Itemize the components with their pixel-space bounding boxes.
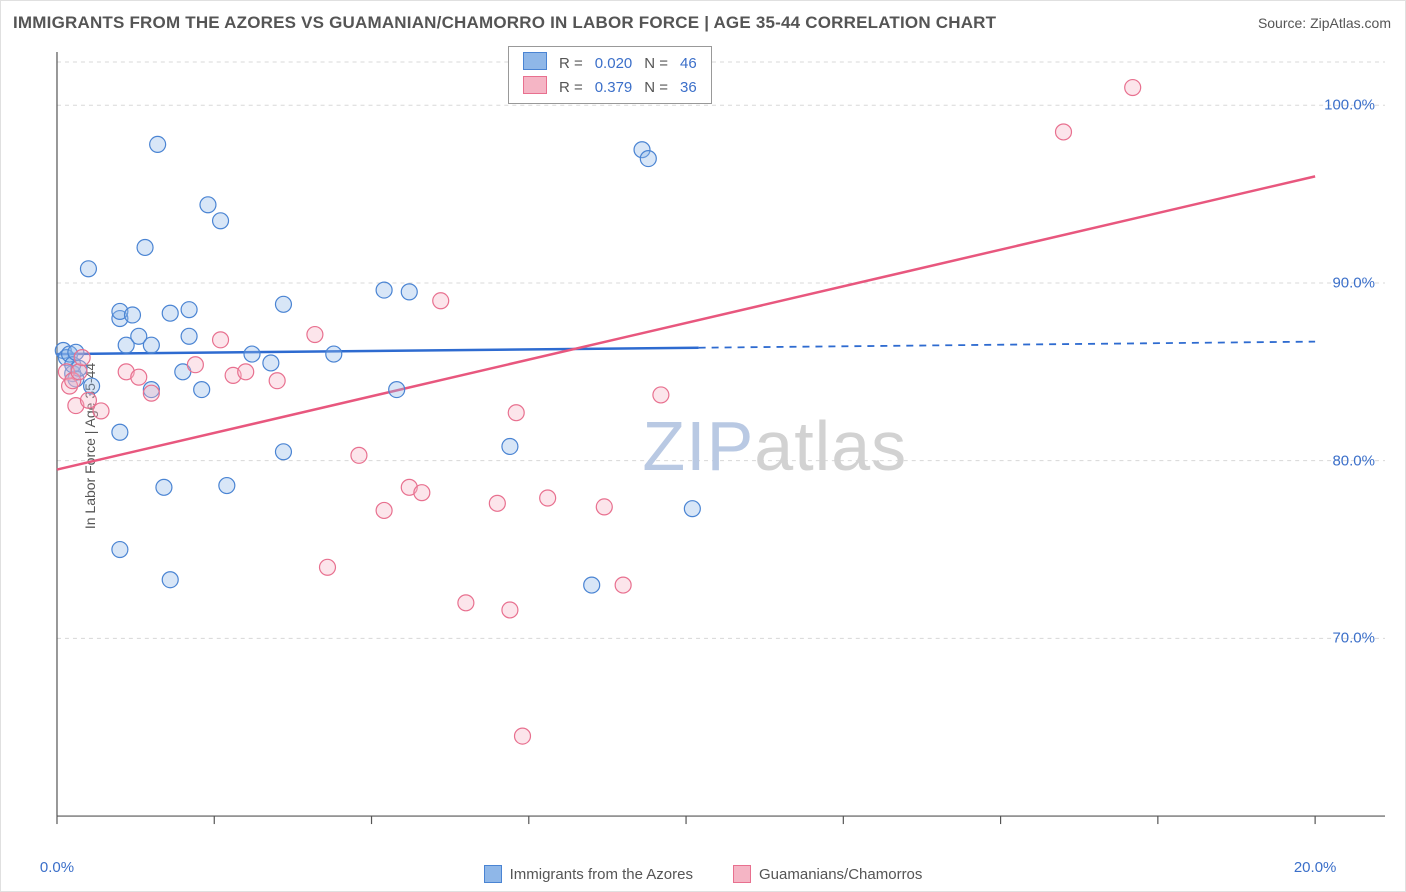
series-legend-label: Immigrants from the Azores [510,866,693,883]
chart-title: IMMIGRANTS FROM THE AZORES VS GUAMANIAN/… [13,13,996,33]
series-legend-label: Guamanians/Chamorros [759,866,922,883]
y-tick-label: 70.0% [1332,630,1375,647]
chart-svg [51,46,1395,846]
y-tick-label: 80.0% [1332,452,1375,469]
y-tick-label: 90.0% [1332,274,1375,291]
legend-n-value: 36 [674,75,703,99]
series-legend: Immigrants from the Azores Guamanians/Cha… [1,865,1405,883]
legend-r-value: 0.020 [589,51,639,75]
series-legend-item: Immigrants from the Azores [484,865,693,883]
y-tick-label: 100.0% [1324,97,1375,114]
legend-n-label: N = [638,75,674,99]
legend-swatch [523,52,547,70]
legend-r-label: R = [553,75,589,99]
legend-r-label: R = [553,51,589,75]
correlation-legend: R =0.020N =46R =0.379N =36 [508,46,712,104]
series-legend-item: Guamanians/Chamorros [733,865,922,883]
legend-swatch [523,76,547,94]
legend-row: R =0.020N =46 [517,51,703,75]
source-label: Source: ZipAtlas.com [1258,15,1391,31]
legend-row: R =0.379N =36 [517,75,703,99]
legend-swatch [484,865,502,883]
chart-container: IMMIGRANTS FROM THE AZORES VS GUAMANIAN/… [0,0,1406,892]
legend-swatch [733,865,751,883]
legend-n-value: 46 [674,51,703,75]
chart-area: ZIPatlas R =0.020N =46R =0.379N =36 70.0… [51,46,1395,846]
legend-r-value: 0.379 [589,75,639,99]
legend-n-label: N = [638,51,674,75]
